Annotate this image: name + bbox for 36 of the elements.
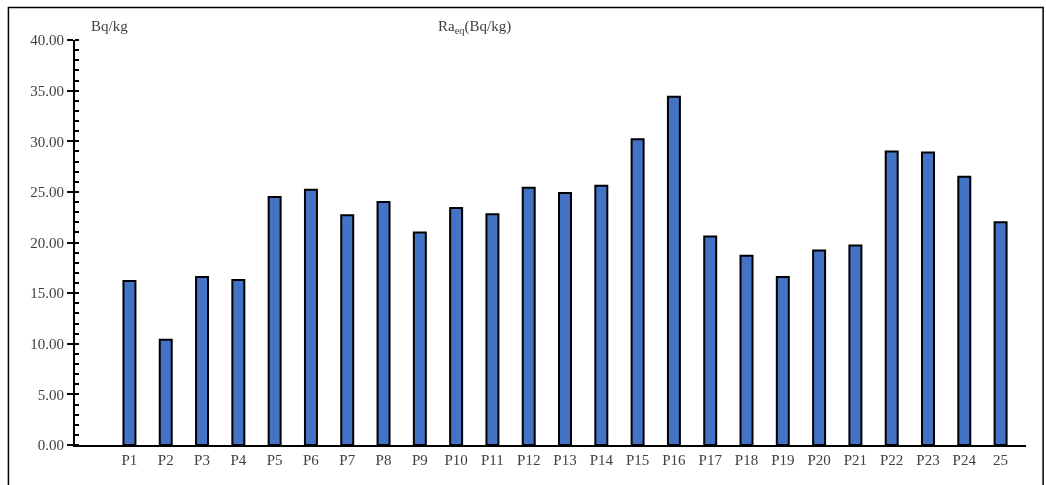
- x-tick-label: P18: [734, 452, 759, 468]
- x-tick-label: P8: [375, 452, 392, 468]
- y-tick-label: 35.00: [30, 82, 64, 99]
- x-tick-label: P17: [698, 452, 723, 468]
- y-tick-label: 0.00: [37, 437, 64, 454]
- y-tick-label: 30.00: [30, 133, 64, 150]
- x-tick-label: P1: [121, 452, 138, 468]
- x-tick-label: P14: [589, 452, 614, 468]
- chart-title: Ra$_{eq}$(Bq/kg): [438, 18, 512, 37]
- x-tick-label: 25: [993, 452, 1009, 468]
- x-tick-label: P24: [952, 452, 977, 468]
- x-tick-label: P13: [553, 452, 577, 468]
- x-tick-label: P19: [771, 452, 795, 468]
- y-tick-label: 5.00: [37, 386, 64, 403]
- x-tick-label: P15: [625, 452, 650, 468]
- x-tick-label: P10: [444, 452, 468, 468]
- x-tick-label: P3: [194, 452, 210, 468]
- x-tick-label: P5: [266, 452, 283, 468]
- x-tick-label: P9: [411, 452, 428, 468]
- x-tick-label: P22: [880, 452, 904, 468]
- y-tick-label: 15.00: [30, 285, 64, 302]
- y-tick-label: 40.00: [30, 32, 64, 49]
- x-tick-label: P11: [481, 452, 504, 468]
- x-tick-label: P16: [662, 452, 687, 468]
- x-tick-label: P12: [517, 452, 541, 468]
- y-tick-label: 10.00: [30, 336, 64, 352]
- x-tick-label: P7: [339, 452, 356, 468]
- x-tick-label: P23: [916, 452, 940, 468]
- y-tick-label: 25.00: [30, 184, 64, 201]
- y-axis-title: Bq/kg: [91, 18, 129, 34]
- y-tick-label: 20.00: [30, 234, 64, 251]
- x-tick-label: P4: [230, 452, 247, 468]
- x-tick-label: P21: [843, 452, 868, 468]
- x-tick-label: P20: [807, 452, 831, 468]
- x-tick-label: P6: [303, 452, 320, 468]
- x-tick-label: P2: [157, 452, 174, 468]
